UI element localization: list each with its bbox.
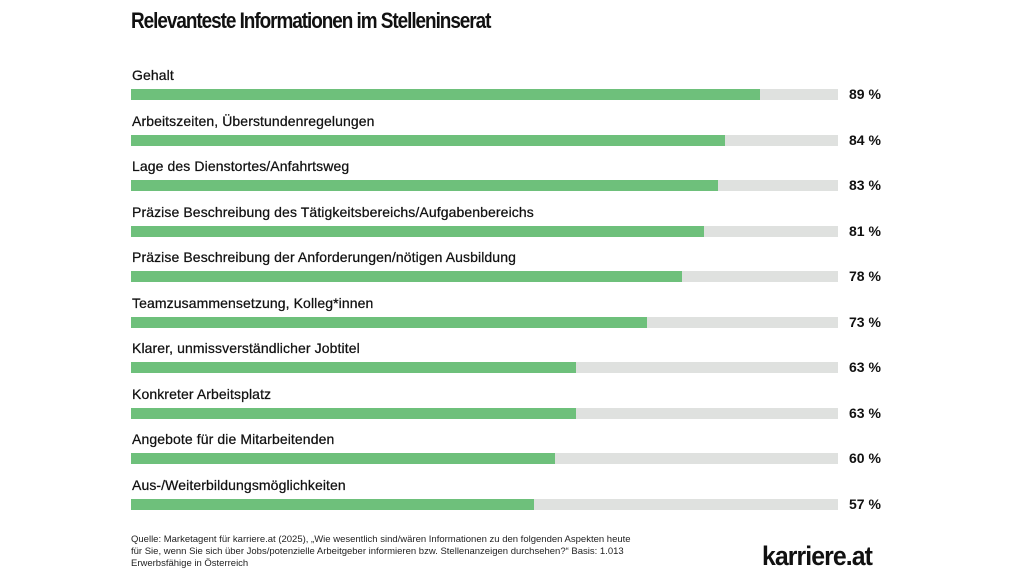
bar-track [131, 453, 838, 464]
value-label: 60 % [849, 450, 881, 466]
bar [131, 225, 704, 237]
bar [131, 134, 725, 146]
bar [131, 453, 556, 464]
source-footnote: Quelle: Marketagent für karriere.at (202… [131, 534, 631, 569]
category-label: Klarer, unmissverständlicher Jobtitel [132, 340, 360, 356]
bar [131, 316, 648, 328]
bar [131, 498, 534, 510]
bar-row: Präzise Beschreibung der Anforderungen/n… [0, 249, 1024, 289]
bar-track [131, 271, 838, 282]
category-label: Teamzusammensetzung, Kolleg*innen [132, 294, 374, 311]
value-label: 83 % [849, 177, 881, 193]
value-label: 89 % [849, 86, 881, 102]
bar-row: Lage des Dienstortes/Anfahrtsweg 83 % [0, 158, 1024, 198]
bar-row: Teamzusammensetzung, Kolleg*innen 73 % [0, 294, 1024, 335]
category-label: Angebote für die Mitarbeitenden [132, 431, 335, 447]
category-label: Arbeitszeiten, Überstundenregelungen [132, 112, 375, 129]
bar-row: Konkreter Arbeitsplatz 63 % [0, 385, 1024, 426]
category-label: Präzise Beschreibung der Anforderungen/n… [132, 249, 516, 265]
bar-track [131, 225, 838, 237]
category-label: Konkreter Arbeitsplatz [132, 385, 272, 402]
value-label: 63 % [849, 359, 881, 375]
bar-track [131, 89, 838, 100]
bar-row: Präzise Beschreibung des Tätigkeitsberei… [0, 203, 1024, 244]
bar-row: Angebote für die Mitarbeitenden 60 % [0, 431, 1024, 471]
bar-track [131, 180, 838, 191]
bar-row: Arbeitszeiten, Überstundenregelungen 84 % [0, 112, 1024, 153]
bar [131, 180, 718, 191]
chart-title: Relevanteste Informationen im Stellenins… [131, 8, 491, 33]
category-label: Gehalt [132, 67, 174, 83]
bar-track [131, 134, 838, 146]
value-label: 57 % [849, 495, 881, 512]
value-label: 73 % [849, 313, 881, 330]
bar-row: Aus-/Weiterbildungsmöglichkeiten 57 % [0, 476, 1024, 517]
bar-track [131, 362, 838, 373]
bar [131, 362, 577, 373]
bar-track [131, 407, 838, 419]
value-label: 84 % [849, 131, 881, 148]
bar-row: Klarer, unmissverständlicher Jobtitel 63 … [0, 340, 1024, 380]
bar-track [131, 316, 838, 328]
bar [131, 89, 761, 100]
category-label: Präzise Beschreibung des Tätigkeitsberei… [132, 203, 534, 220]
bar-row: Gehalt 89 % [0, 67, 1024, 107]
bar [131, 271, 683, 282]
value-label: 63 % [849, 404, 881, 421]
value-label: 78 % [849, 268, 881, 284]
bar [131, 407, 577, 419]
category-label: Aus-/Weiterbildungsmöglichkeiten [132, 476, 346, 493]
brand-logo: karriere.at [762, 541, 873, 571]
value-label: 81 % [849, 222, 881, 239]
category-label: Lage des Dienstortes/Anfahrtsweg [132, 158, 350, 174]
bar-track [131, 498, 838, 510]
